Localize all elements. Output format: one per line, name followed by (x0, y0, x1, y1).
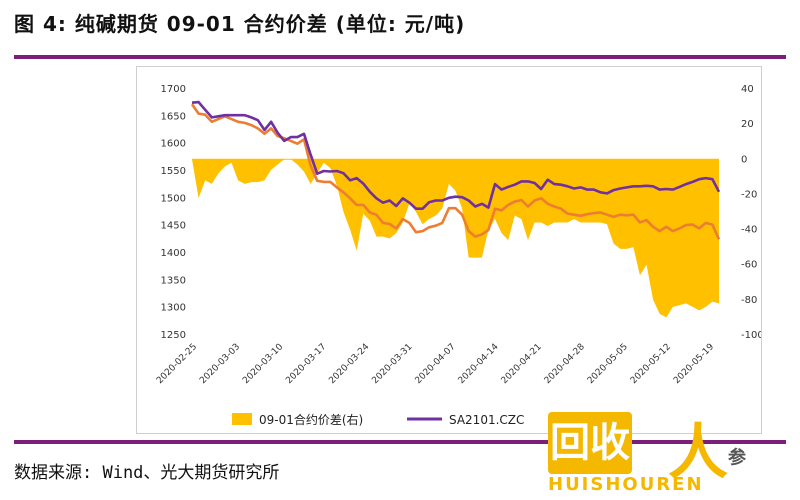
right-axis-tick-label: -60 (741, 260, 757, 271)
left-axis-tick-label: 1550 (161, 166, 186, 177)
left-axis-tick-label: 1500 (161, 193, 186, 204)
left-axis-tick-label: 1700 (161, 84, 186, 95)
x-axis-tick-label: 2020-03-10 (241, 342, 285, 386)
left-axis-tick-label: 1350 (161, 275, 186, 286)
watermark-badge-text: 回收 (550, 420, 630, 466)
legend-swatch-spread (232, 413, 252, 425)
series-line-sa2101 (191, 100, 721, 210)
x-axis-tick-label: 2020-02-25 (155, 342, 199, 386)
spread-area (192, 159, 719, 318)
x-axis-tick-label: 2020-04-28 (543, 342, 587, 386)
right-axis-tick-label: -20 (741, 189, 757, 200)
left-axis-tick-label: 1400 (161, 248, 186, 259)
watermark-sub-text: HUISHOUREN (548, 474, 704, 495)
x-axis-tick-label: 2020-05-19 (672, 342, 716, 386)
page-title: 图 4: 纯碱期货 09-01 合约价差 (单位: 元/吨) (14, 12, 466, 36)
left-axis-tick-label: 1600 (161, 139, 186, 150)
watermark-logo-icon: 人参 (668, 418, 746, 488)
right-axis-tick-label: 0 (741, 154, 747, 165)
x-axis-tick-label: 2020-04-21 (500, 342, 544, 386)
x-axis-tick-label: 2020-04-07 (414, 342, 458, 386)
data-source: 数据来源: Wind、光大期货研究所 (14, 463, 280, 483)
spread-chart: 1250 1300 1350 1400 1450 1500 1550 1600 1650 1700… (155, 84, 764, 427)
right-axis-tick-label: -80 (741, 295, 757, 306)
x-axis-tick-label: 2020-05-05 (586, 342, 630, 386)
right-axis-tick-label: -100 (741, 330, 761, 341)
right-axis-tick-label: -40 (741, 225, 757, 236)
x-axis-tick-label: 2020-03-17 (284, 342, 328, 386)
left-axis-tick-label: 1650 (161, 111, 186, 122)
right-axis-tick-label: 40 (741, 84, 754, 95)
left-axis-tick-label: 1250 (161, 330, 186, 341)
footer-rule (14, 440, 786, 444)
left-axis-tick-label: 1300 (161, 303, 186, 314)
header-rule (14, 55, 786, 59)
chart-frame: 1250 1300 1350 1400 1450 1500 1550 1600 1650 1700… (136, 66, 764, 434)
watermark-tail: 参 (728, 447, 746, 469)
x-axis-tick-label: 2020-03-24 (327, 342, 371, 386)
legend-label-spread: 09-01合约价差(右) (259, 412, 363, 427)
watermark-badge-icon (548, 412, 632, 474)
x-axis-tick-label: 2020-03-31 (370, 342, 414, 386)
x-axis-tick-label: 2020-04-14 (457, 342, 501, 386)
x-axis-tick-label: 2020-05-12 (629, 342, 673, 386)
legend-label-sa2101: SA2101.CZC (449, 413, 524, 427)
right-axis-tick-label: 20 (741, 119, 754, 130)
left-axis-tick-label: 1450 (161, 221, 186, 232)
x-axis-tick-label: 2020-03-03 (198, 342, 242, 386)
